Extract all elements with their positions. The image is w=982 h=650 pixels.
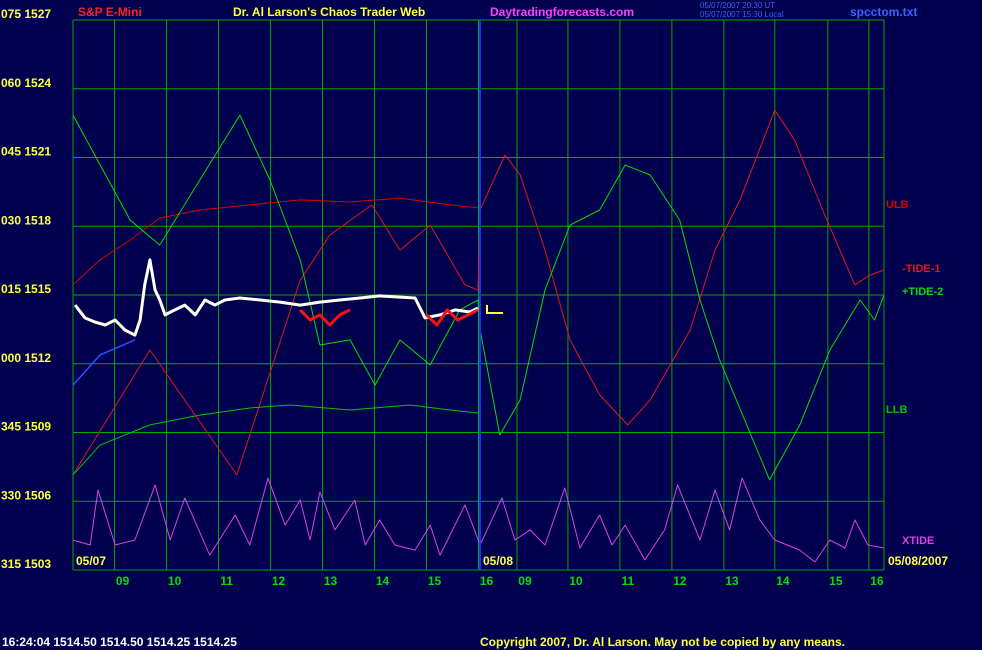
x-tick-label: 15 [428,574,442,588]
y-tick-label: 060 1524 [1,76,51,90]
x-tick-label: 12 [272,574,286,588]
y-tick-label: 315 1503 [1,557,51,571]
x-tick-label: 14 [376,574,390,588]
timestamp: 05/07/2007 15:30 Local [700,10,784,19]
series-line [72,404,479,476]
x-tick-label: 16 [870,574,884,588]
legend-label: LLB [886,404,907,416]
date-label: 05/07 [76,554,106,568]
chart-title: Dr. Al Larson's Chaos Trader Web [233,5,425,19]
marker [486,305,503,314]
x-tick-label: 15 [829,574,843,588]
site: Daytradingforecasts.com [490,5,634,19]
x-tick-label: 10 [168,574,182,588]
plot-area: 075 1527 060 1524 045 1521 030 1518 015 1515… [1,7,943,588]
y-tick-label: 345 1509 [1,420,51,434]
x-tick-label: 16 [480,574,494,588]
symbol: S&P E-Mini [78,5,142,19]
quote: 16:24:04 1514.50 1514.50 1514.25 1514.25 [2,635,237,649]
series-line [73,258,479,337]
x-tick-label: 10 [569,574,583,588]
x-tick-label: 12 [673,574,687,588]
copyright: Copyright 2007, Dr. Al Larson. May not b… [480,635,845,649]
x-tick-label: 11 [622,574,635,588]
series-line [72,197,479,286]
x-tick-label: 09 [116,574,130,588]
series-line [72,114,885,481]
series-line [72,109,885,476]
y-tick-label: 015 1515 [1,282,51,296]
x-tick-label: 11 [220,574,233,588]
file-name: spcctom.txt [850,5,917,19]
x-tick-label: 09 [518,574,532,588]
x-tick-label: 14 [776,574,790,588]
y-tick-label: 030 1518 [1,213,51,227]
x-tick-label: 13 [324,574,338,588]
timestamp: 05/07/2007 20:30 UT [700,1,775,10]
legend-label: ULB [886,199,909,211]
y-tick-label: 000 1512 [1,351,51,365]
y-tick-label: 045 1521 [1,145,51,159]
series-line [72,339,136,386]
date-label: 05/08 [483,554,513,568]
y-tick-label: 330 1506 [1,488,51,502]
legend-label: +TIDE-2 [902,286,943,298]
x-tick-label: 13 [725,574,739,588]
series-line [299,308,479,327]
date-label: 05/08/2007 [888,554,948,568]
legend-label: XTIDE [902,535,934,547]
y-tick-label: 075 1527 [1,7,51,21]
legend-label: -TIDE-1 [902,263,941,275]
